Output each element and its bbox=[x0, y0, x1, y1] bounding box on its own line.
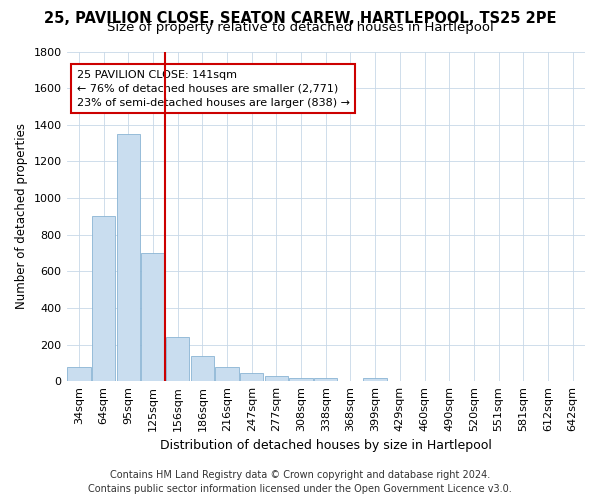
Bar bbox=[116, 134, 140, 381]
Text: 25, PAVILION CLOSE, SEATON CAREW, HARTLEPOOL, TS25 2PE: 25, PAVILION CLOSE, SEATON CAREW, HARTLE… bbox=[44, 11, 556, 26]
Bar bbox=[67, 366, 91, 381]
Bar bbox=[265, 376, 288, 381]
Bar bbox=[215, 366, 239, 381]
Bar bbox=[314, 378, 337, 381]
Bar bbox=[191, 356, 214, 381]
Bar bbox=[289, 378, 313, 381]
X-axis label: Distribution of detached houses by size in Hartlepool: Distribution of detached houses by size … bbox=[160, 440, 492, 452]
Text: Size of property relative to detached houses in Hartlepool: Size of property relative to detached ho… bbox=[107, 22, 493, 35]
Bar bbox=[141, 253, 164, 381]
Bar bbox=[166, 337, 190, 381]
Bar bbox=[92, 216, 115, 381]
Text: Contains HM Land Registry data © Crown copyright and database right 2024.
Contai: Contains HM Land Registry data © Crown c… bbox=[88, 470, 512, 494]
Bar bbox=[240, 373, 263, 381]
Text: 25 PAVILION CLOSE: 141sqm
← 76% of detached houses are smaller (2,771)
23% of se: 25 PAVILION CLOSE: 141sqm ← 76% of detac… bbox=[77, 70, 350, 108]
Bar bbox=[364, 378, 387, 381]
Y-axis label: Number of detached properties: Number of detached properties bbox=[15, 124, 28, 310]
